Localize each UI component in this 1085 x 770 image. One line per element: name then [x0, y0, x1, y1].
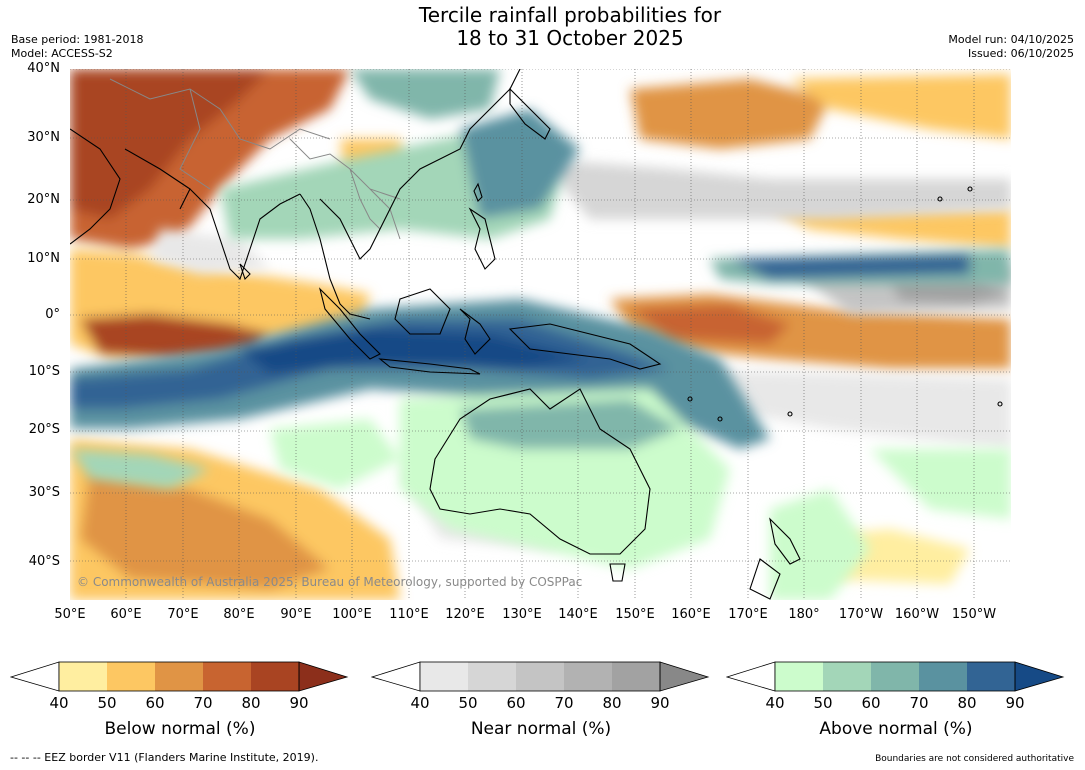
- lon-tick: 160°W: [894, 607, 940, 622]
- colorbar-swatch: [564, 662, 612, 691]
- colorbar-label-near-normal: Near normal (%): [470, 719, 612, 739]
- forecast-map: [70, 69, 1011, 600]
- colorbar-tick: 90: [289, 694, 309, 712]
- model-name: Model: ACCESS-S2: [11, 47, 113, 60]
- colorbar-extend-high: [1014, 661, 1065, 692]
- colorbar-extend-low: [725, 661, 776, 692]
- colorbar-swatch: [871, 662, 919, 691]
- colorbar-tick: 50: [813, 694, 833, 712]
- lat-tick: 40°S: [28, 554, 60, 569]
- colorbar-extend-low: [9, 661, 60, 692]
- colorbar-tick: 70: [554, 694, 574, 712]
- map-canvas: [70, 69, 1011, 600]
- colorbar-extend-high: [298, 661, 349, 692]
- colorbar-swatch: [775, 662, 823, 691]
- colorbar-tick: 40: [49, 694, 69, 712]
- colorbar-tick: 60: [861, 694, 881, 712]
- lat-tick: 20°N: [27, 192, 60, 207]
- colorbar-tick: 70: [193, 694, 213, 712]
- model-run-date: Model run: 04/10/2025: [948, 33, 1074, 46]
- colorbar-swatch: [203, 662, 251, 691]
- colorbar-tick: 60: [506, 694, 526, 712]
- lat-tick: 30°N: [27, 130, 60, 145]
- colorbar-tick: 80: [957, 694, 977, 712]
- colorbar-swatch: [919, 662, 967, 691]
- lon-tick: 150°E: [615, 607, 655, 622]
- colorbar-swatch: [59, 662, 107, 691]
- lon-tick: 140°E: [558, 607, 598, 622]
- colorbar-below-normal-graphic: [9, 661, 349, 692]
- colorbar-tick: 70: [909, 694, 929, 712]
- lon-tick: 160°E: [671, 607, 711, 622]
- lon-tick: 130°E: [502, 607, 542, 622]
- lon-tick: 170°E: [728, 607, 768, 622]
- colorbar-near-normal: [370, 660, 711, 694]
- lon-tick: 60°E: [110, 607, 142, 622]
- colorbar-tick: 50: [458, 694, 478, 712]
- issued-date: Issued: 06/10/2025: [967, 47, 1074, 60]
- lon-tick: 120°E: [445, 607, 485, 622]
- lon-tick: 80°E: [223, 607, 255, 622]
- colorbar-extend-high: [659, 661, 710, 692]
- country-borders: [109, 78, 401, 240]
- colorbar-tick: 90: [650, 694, 670, 712]
- colorbar-tick: 60: [145, 694, 165, 712]
- colorbar-extend-low: [370, 661, 421, 692]
- lat-tick: 20°S: [28, 422, 60, 437]
- colorbar-swatch: [967, 662, 1015, 691]
- lat-tick: 10°N: [27, 251, 60, 266]
- colorbar-swatch: [420, 662, 468, 691]
- colorbar-above-normal-graphic: [725, 661, 1065, 692]
- colorbar-tick: 40: [410, 694, 430, 712]
- lat-tick: 10°S: [28, 364, 60, 379]
- boundary-disclaimer: Boundaries are not considered authoritat…: [875, 754, 1074, 764]
- colorbar-swatch: [155, 662, 203, 691]
- colorbar-swatch: [251, 662, 299, 691]
- lat-tick: 30°S: [28, 485, 60, 500]
- eez-legend: -- -- -- EEZ border V11 (Flanders Marine…: [10, 751, 319, 764]
- lat-tick: 0°: [45, 307, 60, 322]
- lon-tick: 90°E: [280, 607, 312, 622]
- lon-tick: 150°W: [951, 607, 997, 622]
- meta-left: Base period: 1981-2018 Model: ACCESS-S2: [11, 33, 143, 61]
- colorbar-near-normal-graphic: [370, 661, 710, 692]
- coastlines: [70, 69, 1003, 600]
- chart-title: Tercile rainfall probabilities for 18 to…: [0, 4, 1085, 50]
- colorbar-label-below-normal: Below normal (%): [104, 719, 256, 739]
- title-line-2: 18 to 31 October 2025: [456, 26, 684, 50]
- lon-tick: 70°E: [167, 607, 199, 622]
- lon-tick: 100°E: [332, 607, 372, 622]
- colorbar-swatch: [823, 662, 871, 691]
- lon-tick: 180°: [788, 607, 820, 622]
- lat-tick: 40°N: [27, 61, 60, 76]
- colorbar-below-normal: [9, 660, 350, 694]
- colorbar-swatch: [107, 662, 155, 691]
- colorbar-tick: 50: [97, 694, 117, 712]
- colorbar-label-above-normal: Above normal (%): [819, 719, 973, 739]
- colorbar-swatch: [516, 662, 564, 691]
- colorbar-above-normal: [725, 660, 1066, 694]
- colorbar-tick: 90: [1005, 694, 1025, 712]
- colorbar-tick: 80: [602, 694, 622, 712]
- colorbar-tick: 40: [765, 694, 785, 712]
- colorbar-swatch: [468, 662, 516, 691]
- lon-tick: 170°W: [838, 607, 884, 622]
- colorbar-swatch: [612, 662, 660, 691]
- title-line-1: Tercile rainfall probabilities for: [418, 3, 722, 27]
- lon-tick: 50°E: [54, 607, 86, 622]
- colorbar-tick: 80: [241, 694, 261, 712]
- lon-tick: 110°E: [389, 607, 429, 622]
- meta-right: Model run: 04/10/2025 Issued: 06/10/2025: [948, 33, 1074, 61]
- base-period: Base period: 1981-2018: [11, 33, 144, 46]
- above-normal-regions: [70, 69, 1011, 600]
- copyright-notice: © Commonwealth of Australia 2025, Bureau…: [77, 575, 583, 589]
